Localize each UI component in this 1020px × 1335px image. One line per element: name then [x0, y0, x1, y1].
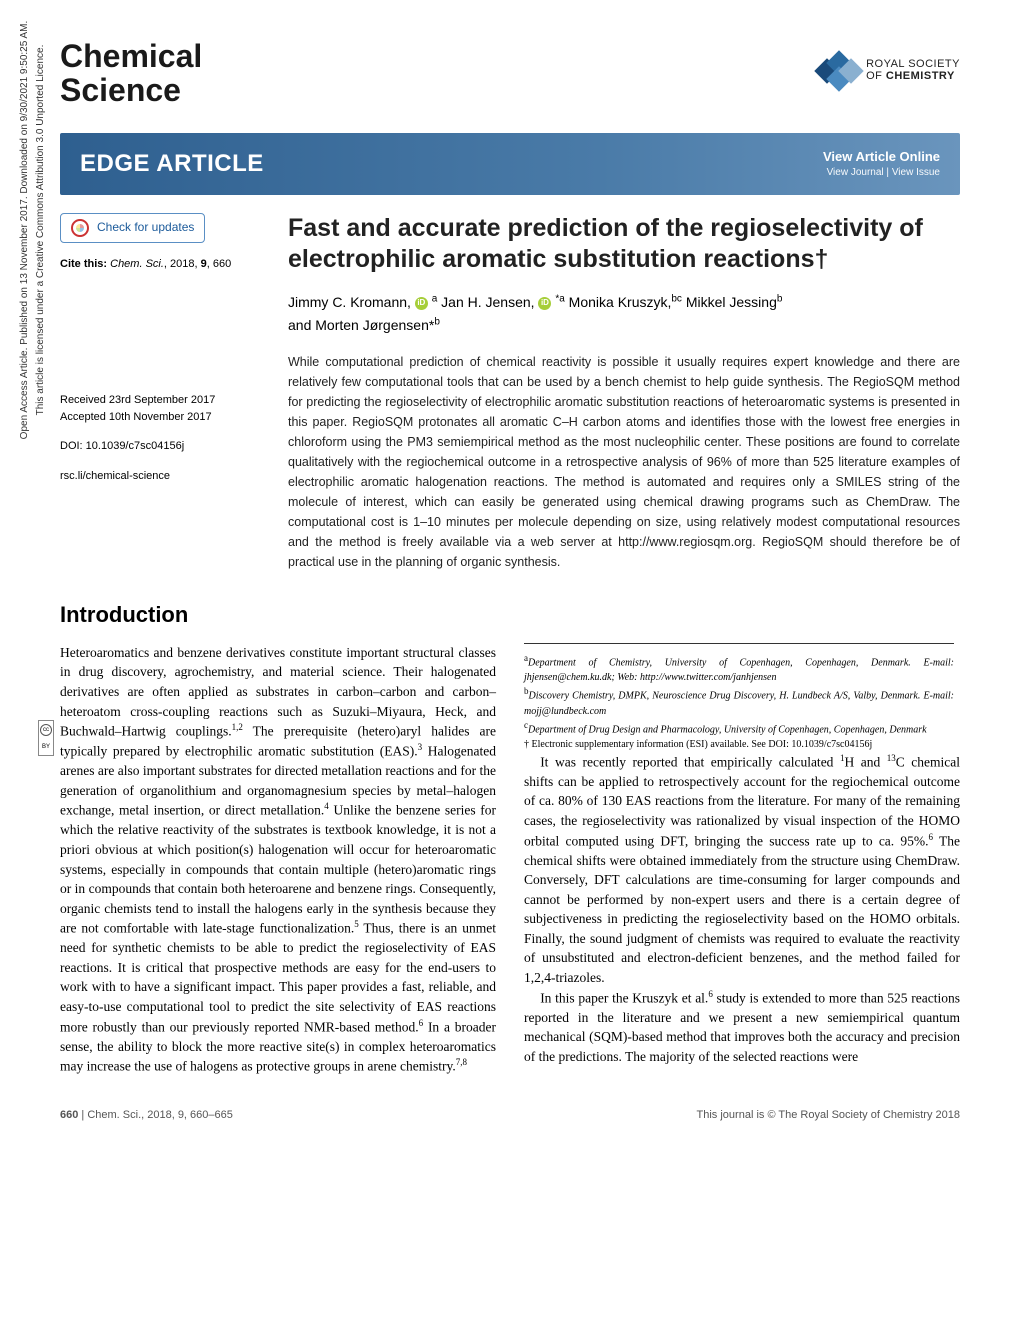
author-2: Jan H. Jensen,: [441, 294, 534, 310]
banner-links: View Article Online View Journal | View …: [823, 148, 940, 180]
rsc-shortlink[interactable]: rsc.li/chemical-science: [60, 469, 260, 484]
check-for-updates-button[interactable]: Check for updates: [60, 213, 205, 243]
doi[interactable]: DOI: 10.1039/c7sc04156j: [60, 439, 260, 454]
footer-right: This journal is © The Royal Society of C…: [697, 1108, 960, 1123]
cc-by-badge: ccBY: [38, 720, 54, 756]
author-5: Morten Jørgensen*: [315, 317, 434, 333]
citation: Cite this: Chem. Sci., 2018, 9, 660: [60, 257, 260, 272]
pub-dates: Received 23rd September 2017 Accepted 10…: [60, 392, 260, 425]
crossmark-icon: [71, 219, 89, 237]
affiliations: aDepartment of Chemistry, University of …: [524, 643, 954, 752]
author-4-aff: b: [777, 294, 783, 305]
and: and: [288, 317, 311, 333]
author-4: Mikkel Jessing: [686, 294, 777, 310]
view-issue-link[interactable]: View Issue: [892, 167, 940, 178]
oa-line1: Open Access Article. Published on 13 Nov…: [19, 21, 30, 440]
author-3: Monika Kruszyk,: [569, 294, 672, 310]
orcid-icon[interactable]: iD: [415, 297, 428, 310]
para-1: Heteroaromatics and benzene derivatives …: [60, 643, 496, 1076]
accepted-date: Accepted 10th November 2017: [60, 409, 260, 426]
footer-left: 660 | Chem. Sci., 2018, 9, 660–665: [60, 1108, 233, 1123]
rsc-hex-icon: [814, 48, 858, 92]
meta-sidebar: Check for updates Cite this: Chem. Sci.,…: [60, 213, 260, 572]
author-5-aff: b: [434, 316, 440, 327]
view-journal-link[interactable]: View Journal: [827, 167, 884, 178]
received-date: Received 23rd September 2017: [60, 392, 260, 409]
abstract: While computational prediction of chemic…: [288, 352, 960, 572]
orcid-icon[interactable]: iD: [538, 297, 551, 310]
check-updates-label: Check for updates: [97, 219, 194, 236]
author-list: Jimmy C. Kromann, iD a Jan H. Jensen, iD…: [288, 291, 960, 336]
para-4: In this paper the Kruszyk et al.6 study …: [524, 988, 960, 1067]
author-1-aff: a: [432, 294, 438, 305]
author-2-aff: *a: [555, 294, 564, 305]
open-access-notice: Open Access Article. Published on 13 Nov…: [18, 0, 48, 480]
para-3: It was recently reported that empiricall…: [524, 752, 960, 988]
section-heading-intro: Introduction: [60, 600, 960, 631]
page-footer: 660 | Chem. Sci., 2018, 9, 660–665 This …: [60, 1108, 960, 1123]
rsc-name-line2: OF OF CHEMISTRYCHEMISTRY: [866, 70, 960, 82]
author-1: Jimmy C. Kromann,: [288, 294, 411, 310]
esi-note: † Electronic supplementary information (…: [524, 737, 954, 752]
article-type-banner: EDGE ARTICLE View Article Online View Jo…: [60, 133, 960, 195]
view-article-online-link[interactable]: View Article Online: [823, 149, 940, 164]
article-type: EDGE ARTICLE: [80, 147, 264, 181]
author-3-aff: bc: [671, 294, 682, 305]
body-text: Heteroaromatics and benzene derivatives …: [60, 643, 960, 1080]
rsc-name-line1: ROYAL SOCIETY: [866, 58, 960, 70]
oa-line2: This article is licensed under a Creativ…: [34, 0, 48, 480]
publisher-logo: ROYAL SOCIETY OF OF CHEMISTRYCHEMISTRY: [814, 48, 960, 92]
paper-title: Fast and accurate prediction of the regi…: [288, 213, 960, 276]
